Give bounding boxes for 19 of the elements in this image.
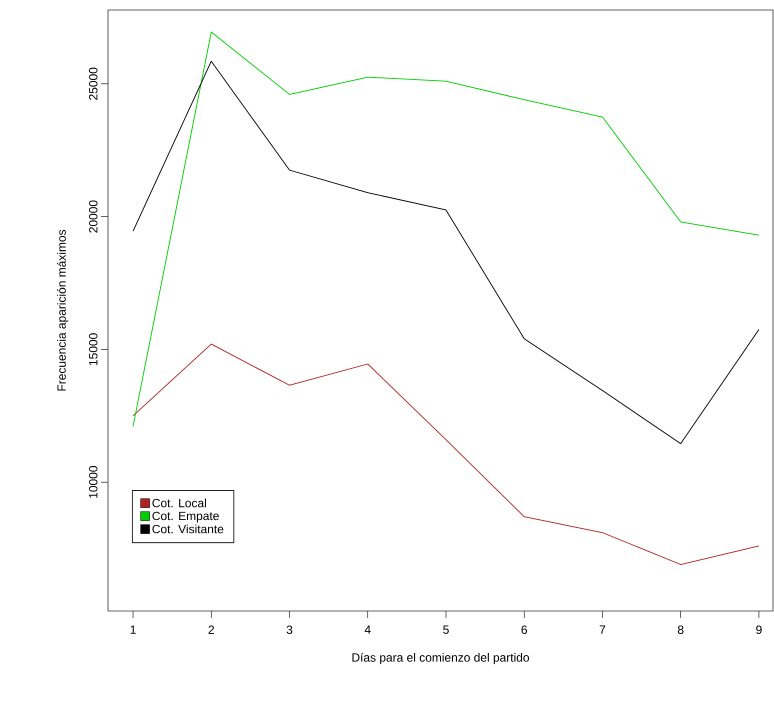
y-tick-label: 20000 bbox=[89, 200, 98, 233]
legend-label: Cot. Visitante bbox=[152, 524, 224, 534]
line-series bbox=[132, 344, 760, 565]
y-tick-label: 10000 bbox=[89, 466, 98, 498]
x-tick-label: 9 bbox=[756, 626, 762, 634]
y-axis-title: Frecuencia aparición máximos bbox=[56, 230, 68, 391]
x-tick-label: 4 bbox=[364, 626, 371, 634]
x-tick-label: 1 bbox=[130, 626, 136, 634]
legend-label: Cot. Empate bbox=[152, 512, 219, 523]
legend-label: Cot. Local bbox=[152, 498, 206, 508]
x-tick-label: 2 bbox=[208, 626, 214, 634]
x-tick-label: 6 bbox=[522, 626, 528, 634]
y-tick-label: 15000 bbox=[89, 333, 98, 366]
x-tick-label: 3 bbox=[286, 626, 292, 634]
x-axis-title: Días para el comienzo del partido bbox=[352, 652, 530, 664]
y-tick-label: 25000 bbox=[89, 68, 98, 100]
x-tick-label: 5 bbox=[443, 626, 449, 634]
x-tick-label: 8 bbox=[678, 626, 684, 634]
x-tick-label: 7 bbox=[600, 626, 606, 634]
